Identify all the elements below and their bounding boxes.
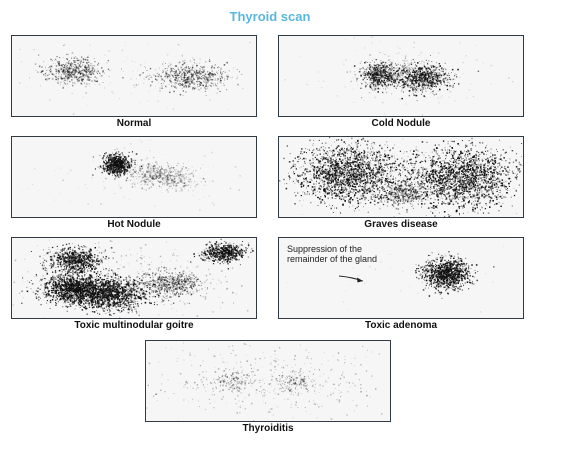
caption-normal: Normal (116, 118, 152, 129)
scan-panel-hot-nodule (11, 136, 257, 218)
caption-thyroiditis: Thyroiditis (242, 423, 294, 434)
caption-toxic-multinodular-goitre: Toxic multinodular goitre (74, 320, 194, 331)
annotation-suppression: Suppression of the remainder of the glan… (287, 244, 378, 264)
caption-cold-nodule: Cold Nodule (371, 118, 431, 129)
scan-image-cold-nodule (284, 36, 514, 116)
scan-panel-thyroiditis (145, 340, 391, 422)
scan-image-hot-nodule (22, 139, 241, 214)
caption-graves-disease: Graves disease (364, 219, 438, 230)
caption-hot-nodule: Hot Nodule (107, 219, 161, 230)
scan-image-toxic-adenoma (286, 245, 505, 313)
scan-image-thyroiditis (146, 342, 383, 421)
scan-panel-graves-disease (278, 136, 524, 218)
figure-title: Thyroid scan (229, 9, 311, 24)
scan-panel-cold-nodule (278, 35, 524, 117)
scan-panel-normal (11, 35, 257, 117)
scan-image-graves-disease (279, 137, 523, 217)
caption-toxic-adenoma: Toxic adenoma (364, 320, 438, 331)
scan-image-toxic-multinodular-goitre (12, 238, 254, 318)
scan-panel-toxic-multinodular-goitre (11, 237, 257, 319)
scan-panel-toxic-adenoma: Suppression of the remainder of the glan… (278, 237, 524, 319)
scan-image-normal (19, 37, 251, 115)
